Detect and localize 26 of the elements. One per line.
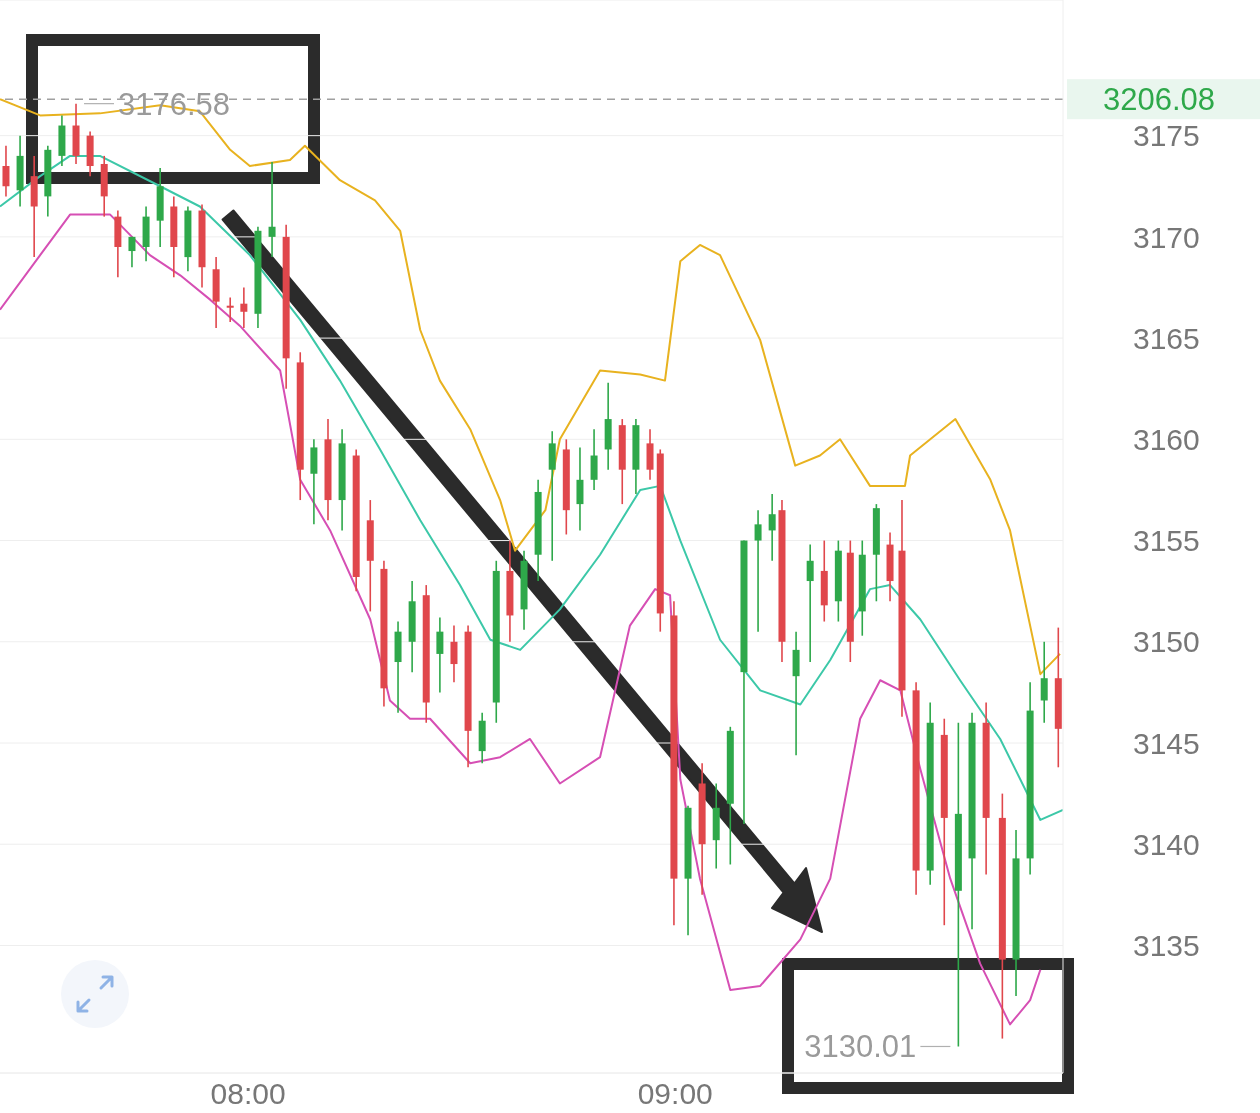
- x-tick-label: 09:00: [637, 1077, 713, 1111]
- line-series: [0, 213, 1042, 1026]
- candlestick: [768, 493, 776, 562]
- candlestick: [436, 616, 444, 694]
- text: 3206.08: [1103, 82, 1216, 118]
- candlestick: [2, 144, 10, 198]
- candlestick: [754, 509, 762, 633]
- candlestick: [1040, 640, 1048, 724]
- y-tick-label: 3135: [1133, 929, 1200, 963]
- candlestick: [226, 296, 234, 323]
- y-tick-label: 3145: [1133, 726, 1200, 760]
- candlestick: [268, 161, 276, 258]
- y-tick-label: 3140: [1133, 827, 1200, 861]
- y-tick-label: 3165: [1133, 321, 1200, 355]
- y-tick-label: 3150: [1133, 625, 1200, 659]
- candlestick: [450, 624, 458, 684]
- candlestick: [806, 543, 814, 663]
- y-tick-label: 3170: [1133, 220, 1200, 254]
- annotation: 3130.01: [804, 1029, 917, 1065]
- x-tick-label: 08:00: [210, 1077, 286, 1111]
- y-tick-label: 3175: [1133, 119, 1200, 153]
- candlestick: [240, 286, 248, 329]
- candlestick: [128, 236, 136, 269]
- y-tick-label: 3160: [1133, 422, 1200, 456]
- line-series: [0, 154, 1063, 821]
- y-tick-label: 3155: [1133, 524, 1200, 558]
